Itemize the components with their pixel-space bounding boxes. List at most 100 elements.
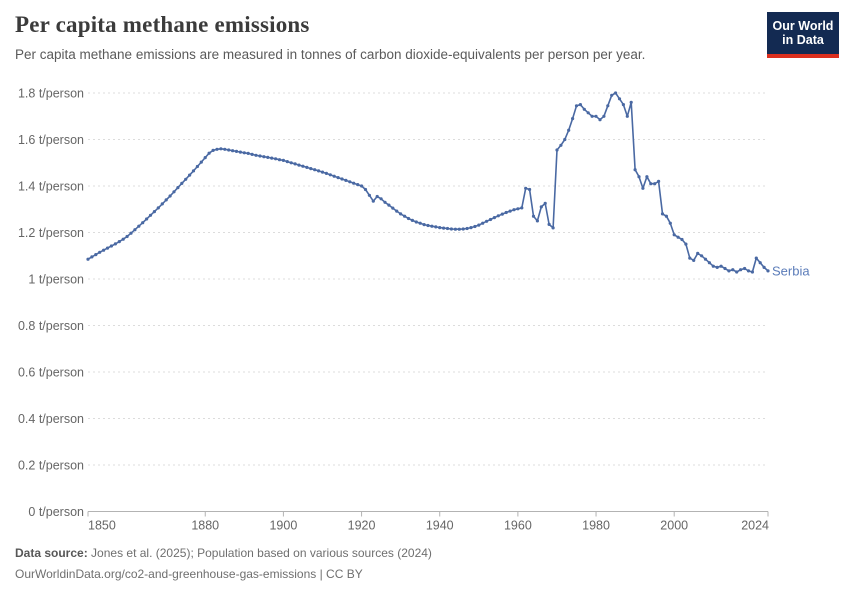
data-point[interactable]	[743, 266, 747, 271]
data-point[interactable]	[328, 173, 332, 177]
data-point[interactable]	[442, 226, 446, 230]
data-point[interactable]	[219, 147, 223, 151]
data-point[interactable]	[148, 213, 153, 217]
data-point[interactable]	[336, 176, 340, 180]
data-point[interactable]	[473, 224, 477, 229]
data-point[interactable]	[129, 231, 133, 235]
data-point[interactable]	[211, 148, 215, 152]
data-point[interactable]	[461, 227, 465, 231]
data-point[interactable]	[438, 226, 442, 230]
data-point[interactable]	[516, 207, 520, 211]
data-point[interactable]	[305, 165, 309, 169]
data-point[interactable]	[477, 223, 481, 227]
data-point[interactable]	[113, 242, 117, 246]
data-point[interactable]	[578, 103, 583, 107]
data-point[interactable]	[152, 210, 156, 214]
data-point[interactable]	[531, 214, 536, 218]
data-point[interactable]	[375, 194, 379, 199]
data-point[interactable]	[180, 181, 184, 185]
data-point[interactable]	[360, 184, 364, 188]
data-point[interactable]	[348, 180, 352, 184]
data-point[interactable]	[590, 114, 594, 118]
data-point[interactable]	[766, 269, 770, 273]
data-point[interactable]	[426, 223, 430, 228]
data-point[interactable]	[524, 186, 528, 190]
data-point[interactable]	[664, 214, 669, 218]
data-point[interactable]	[191, 169, 196, 173]
data-point[interactable]	[500, 212, 504, 216]
data-point[interactable]	[422, 223, 426, 227]
data-point[interactable]	[617, 97, 622, 101]
data-point[interactable]	[254, 153, 258, 157]
data-point[interactable]	[543, 201, 547, 205]
data-point[interactable]	[488, 217, 493, 222]
data-point[interactable]	[676, 235, 680, 239]
data-point[interactable]	[496, 214, 500, 218]
data-point[interactable]	[707, 261, 712, 265]
data-point[interactable]	[246, 151, 250, 155]
data-point[interactable]	[731, 268, 735, 272]
data-point[interactable]	[485, 219, 489, 223]
data-point[interactable]	[289, 161, 293, 165]
data-point[interactable]	[203, 156, 207, 160]
data-point[interactable]	[395, 209, 399, 213]
data-point[interactable]	[227, 148, 231, 152]
data-point[interactable]	[754, 256, 758, 260]
data-point[interactable]	[262, 155, 266, 159]
data-point[interactable]	[313, 168, 317, 172]
data-point[interactable]	[711, 264, 715, 268]
data-point[interactable]	[696, 251, 700, 255]
data-point[interactable]	[414, 220, 418, 224]
data-point[interactable]	[598, 118, 602, 122]
data-point[interactable]	[528, 187, 532, 192]
data-point[interactable]	[188, 173, 192, 177]
data-point[interactable]	[692, 258, 696, 262]
data-point[interactable]	[508, 209, 512, 213]
data-point[interactable]	[758, 261, 762, 265]
data-point[interactable]	[207, 151, 211, 155]
data-point[interactable]	[688, 256, 692, 260]
data-point[interactable]	[164, 198, 168, 202]
data-point[interactable]	[215, 147, 219, 151]
data-point[interactable]	[172, 190, 176, 194]
data-point[interactable]	[582, 107, 586, 111]
data-point[interactable]	[457, 227, 461, 231]
data-point[interactable]	[660, 212, 665, 216]
data-point[interactable]	[453, 227, 457, 231]
data-point[interactable]	[324, 171, 328, 175]
data-point[interactable]	[481, 221, 485, 225]
entity-label-serbia[interactable]: Serbia	[772, 263, 810, 278]
data-point[interactable]	[449, 227, 453, 231]
data-point[interactable]	[160, 202, 164, 206]
data-point[interactable]	[270, 156, 274, 160]
data-point[interactable]	[637, 175, 641, 179]
data-point[interactable]	[727, 269, 731, 273]
data-point[interactable]	[86, 257, 90, 261]
data-point[interactable]	[621, 103, 626, 107]
data-point[interactable]	[672, 233, 676, 237]
data-point[interactable]	[512, 208, 516, 212]
data-point[interactable]	[746, 269, 751, 273]
data-point[interactable]	[301, 164, 305, 168]
data-point[interactable]	[551, 226, 555, 230]
data-point[interactable]	[250, 152, 254, 156]
data-point[interactable]	[176, 186, 180, 190]
data-point[interactable]	[281, 158, 285, 162]
data-point[interactable]	[344, 178, 348, 182]
data-point[interactable]	[668, 221, 672, 225]
data-point[interactable]	[410, 218, 414, 222]
data-point[interactable]	[168, 194, 172, 198]
data-point[interactable]	[277, 158, 282, 162]
serbia-line[interactable]	[87, 92, 769, 273]
data-point[interactable]	[625, 114, 629, 118]
data-point[interactable]	[121, 237, 125, 241]
data-point[interactable]	[762, 265, 766, 269]
data-point[interactable]	[594, 114, 598, 118]
data-point[interactable]	[547, 222, 551, 226]
data-point[interactable]	[430, 224, 434, 228]
data-point[interactable]	[700, 254, 704, 258]
data-point[interactable]	[156, 206, 160, 210]
data-point[interactable]	[555, 148, 559, 152]
data-point[interactable]	[723, 266, 727, 271]
data-point[interactable]	[563, 137, 567, 142]
